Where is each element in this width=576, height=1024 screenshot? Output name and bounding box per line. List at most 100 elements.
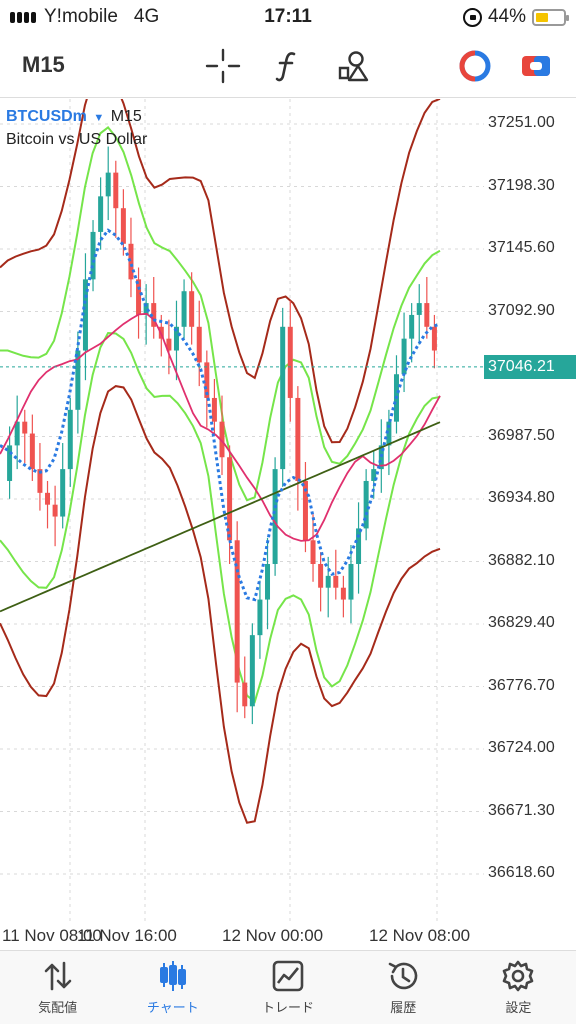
candle-body <box>52 504 58 517</box>
nav-chart-label: チャート <box>146 1000 199 1015</box>
time-tick-label: 12 Nov 00:00 <box>222 926 324 945</box>
objects-icon[interactable] <box>334 48 370 84</box>
timeframe-selector[interactable]: M15 <box>22 52 65 77</box>
symbol-description: Bitcoin vs US Dollar <box>6 131 148 148</box>
candle-body <box>340 587 346 600</box>
price-tick-label: 37145.60 <box>488 239 555 256</box>
candle-body <box>151 303 157 327</box>
status-bar: Y!mobile 4G 17:11 44% <box>0 0 576 34</box>
candle-body <box>219 421 225 458</box>
candle-body <box>29 433 35 470</box>
nav-trade-label: トレード <box>262 1000 315 1015</box>
slow-ma-line <box>0 312 441 542</box>
price-tick-label: 36934.80 <box>488 489 555 506</box>
price-tick-label: 36724.00 <box>488 739 555 756</box>
trade-toggle-icon[interactable] <box>518 48 554 84</box>
carrier-name: Y!mobile <box>44 6 118 27</box>
candle-body <box>257 599 263 636</box>
candle-body <box>128 243 134 280</box>
settings-icon <box>503 960 534 992</box>
chart-icon <box>159 961 186 991</box>
candle-body <box>113 172 119 209</box>
candle-body <box>45 492 51 505</box>
time-tick-label: 11 Nov 16:00 <box>77 926 177 945</box>
candle-body <box>416 303 422 315</box>
nav-settings[interactable]: 設定 <box>461 951 576 1024</box>
candle-body <box>22 421 28 434</box>
lower-inner-band <box>0 332 441 704</box>
function-icon[interactable] <box>270 48 306 84</box>
candle-body <box>166 338 172 351</box>
candle-body <box>60 469 66 517</box>
legend-timeframe: M15 <box>110 108 142 125</box>
circle-toggle-icon[interactable] <box>457 48 493 84</box>
price-tick-label: 36829.40 <box>488 614 555 631</box>
candle-body <box>67 409 73 470</box>
chart-toolbar: M15 <box>0 34 576 98</box>
candle-body <box>181 291 187 327</box>
price-tick-label: 37251.00 <box>488 114 555 131</box>
candle-body <box>265 563 271 600</box>
nav-history-label: 履歴 <box>390 1000 417 1015</box>
candle-body <box>249 635 255 707</box>
time-axis: 11 Nov 08:00 11 Nov 16:00 12 Nov 00:00 12 N… <box>0 924 576 950</box>
candle-body <box>401 338 407 375</box>
price-tick-label: 37092.90 <box>488 301 555 319</box>
price-tick-label: 36882.10 <box>488 551 555 569</box>
chart-legend: BTCUSDm ▼ M15 Bitcoin vs US Dollar <box>6 106 147 151</box>
candle-body <box>196 326 202 363</box>
candle-body <box>90 231 96 280</box>
history-icon <box>388 962 418 990</box>
nav-history[interactable]: 履歴 <box>346 951 461 1024</box>
candle-body <box>310 540 316 564</box>
candle-body <box>363 480 369 529</box>
candle-body <box>75 350 81 410</box>
candle-body <box>242 682 248 707</box>
candle-body <box>409 314 415 339</box>
time-tick-label: 12 Nov 08:00 <box>369 926 471 945</box>
lower-outer-band <box>0 385 441 824</box>
signal-icon <box>10 11 36 23</box>
network-type: 4G <box>133 6 160 27</box>
price-axis: 37251.00 37198.30 37145.60 37092.90 36987.50… <box>484 99 576 924</box>
candle-body <box>386 421 392 446</box>
candle-body <box>189 291 195 327</box>
candle-body <box>234 540 240 683</box>
candle-body <box>272 469 278 564</box>
candle-body <box>431 326 437 351</box>
chart-canvas[interactable] <box>0 99 484 924</box>
quotes-icon <box>44 961 71 991</box>
candle-body <box>227 457 233 541</box>
symbol-name[interactable]: BTCUSDm <box>6 108 87 125</box>
candle-body <box>204 362 210 398</box>
current-price-tag: 37046.21 <box>484 354 576 379</box>
candle-body <box>325 575 331 588</box>
candle-body <box>378 445 384 470</box>
dropdown-icon[interactable]: ▼ <box>93 112 105 124</box>
candle-body <box>302 480 308 541</box>
price-chart[interactable] <box>0 99 484 924</box>
price-tick-label: 36671.30 <box>488 801 555 819</box>
nav-quotes[interactable]: 気配値 <box>0 951 115 1024</box>
time-tick-label: 11 Nov 08:00 <box>2 926 102 945</box>
candle-body <box>333 575 339 588</box>
candle-body <box>7 445 13 481</box>
candle-body <box>136 279 142 315</box>
price-tick-label: 36987.50 <box>488 426 555 444</box>
nav-settings-label: 設定 <box>505 1000 532 1015</box>
bottom-navigation: 気配値 チャート トレード 履歴 <box>0 950 576 1024</box>
nav-trade[interactable]: トレード <box>230 951 345 1024</box>
candle-body <box>120 208 126 244</box>
candle-body <box>98 196 104 232</box>
nav-chart[interactable]: チャート <box>115 951 230 1024</box>
candle-body <box>143 303 149 315</box>
candle-body <box>37 469 43 493</box>
long-ma-line <box>0 421 441 613</box>
crosshair-icon[interactable] <box>205 48 241 84</box>
upper-outer-band <box>0 99 441 444</box>
upper-inner-band <box>0 126 441 502</box>
price-tick-label: 36618.60 <box>488 864 555 881</box>
trade-icon <box>272 960 304 992</box>
battery-percent: 44% <box>487 6 526 27</box>
status-time: 17:11 <box>264 6 312 27</box>
